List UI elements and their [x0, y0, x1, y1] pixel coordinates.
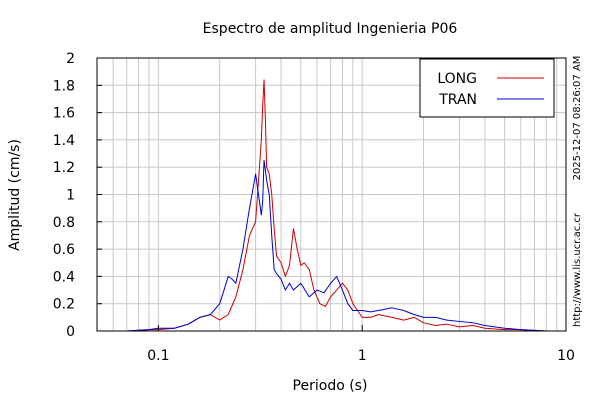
y-tick-label: 0.4 — [53, 269, 75, 285]
y-tick-label: 1.4 — [53, 133, 75, 149]
y-tick-label: 0.6 — [53, 242, 75, 258]
x-tick-label: 10 — [557, 348, 575, 364]
y-tick-label: 0 — [66, 324, 75, 340]
y-tick-label: 1 — [66, 188, 75, 204]
y-tick-label: 2 — [66, 51, 75, 67]
legend-label-tran: TRAN — [438, 92, 477, 108]
tick-labels: 0.1 1 10 0 0.2 0.4 0.6 0.8 1 1.2 1.4 1.6 1.8 2 — [53, 51, 575, 364]
chart-title: Espectro de amplitud Ingenieria P06 — [203, 21, 458, 37]
series-lines — [97, 79, 566, 332]
y-tick-label: 0.2 — [53, 297, 75, 313]
y-tick-label: 0.8 — [53, 215, 75, 231]
legend-label-long: LONG — [437, 71, 477, 87]
x-tick-label: 1 — [358, 348, 367, 364]
series-line-long — [97, 79, 566, 332]
legend: LONG TRAN — [419, 58, 555, 118]
legend-box — [419, 58, 555, 118]
y-tick-label: 1.8 — [53, 78, 75, 94]
x-axis-label: Periodo (s) — [293, 378, 368, 394]
series-line-tran — [97, 159, 566, 332]
y-axis-label: Amplitud (cm/s) — [7, 139, 23, 251]
x-tick-label: 0.1 — [147, 348, 169, 364]
timestamp-label: 2025-12-07 08:26:07 AM — [572, 56, 583, 181]
y-tick-label: 1.2 — [53, 160, 75, 176]
y-tick-label: 1.6 — [53, 106, 75, 122]
source-url-label: http://www.lis.ucr.ac.cr — [572, 212, 583, 327]
